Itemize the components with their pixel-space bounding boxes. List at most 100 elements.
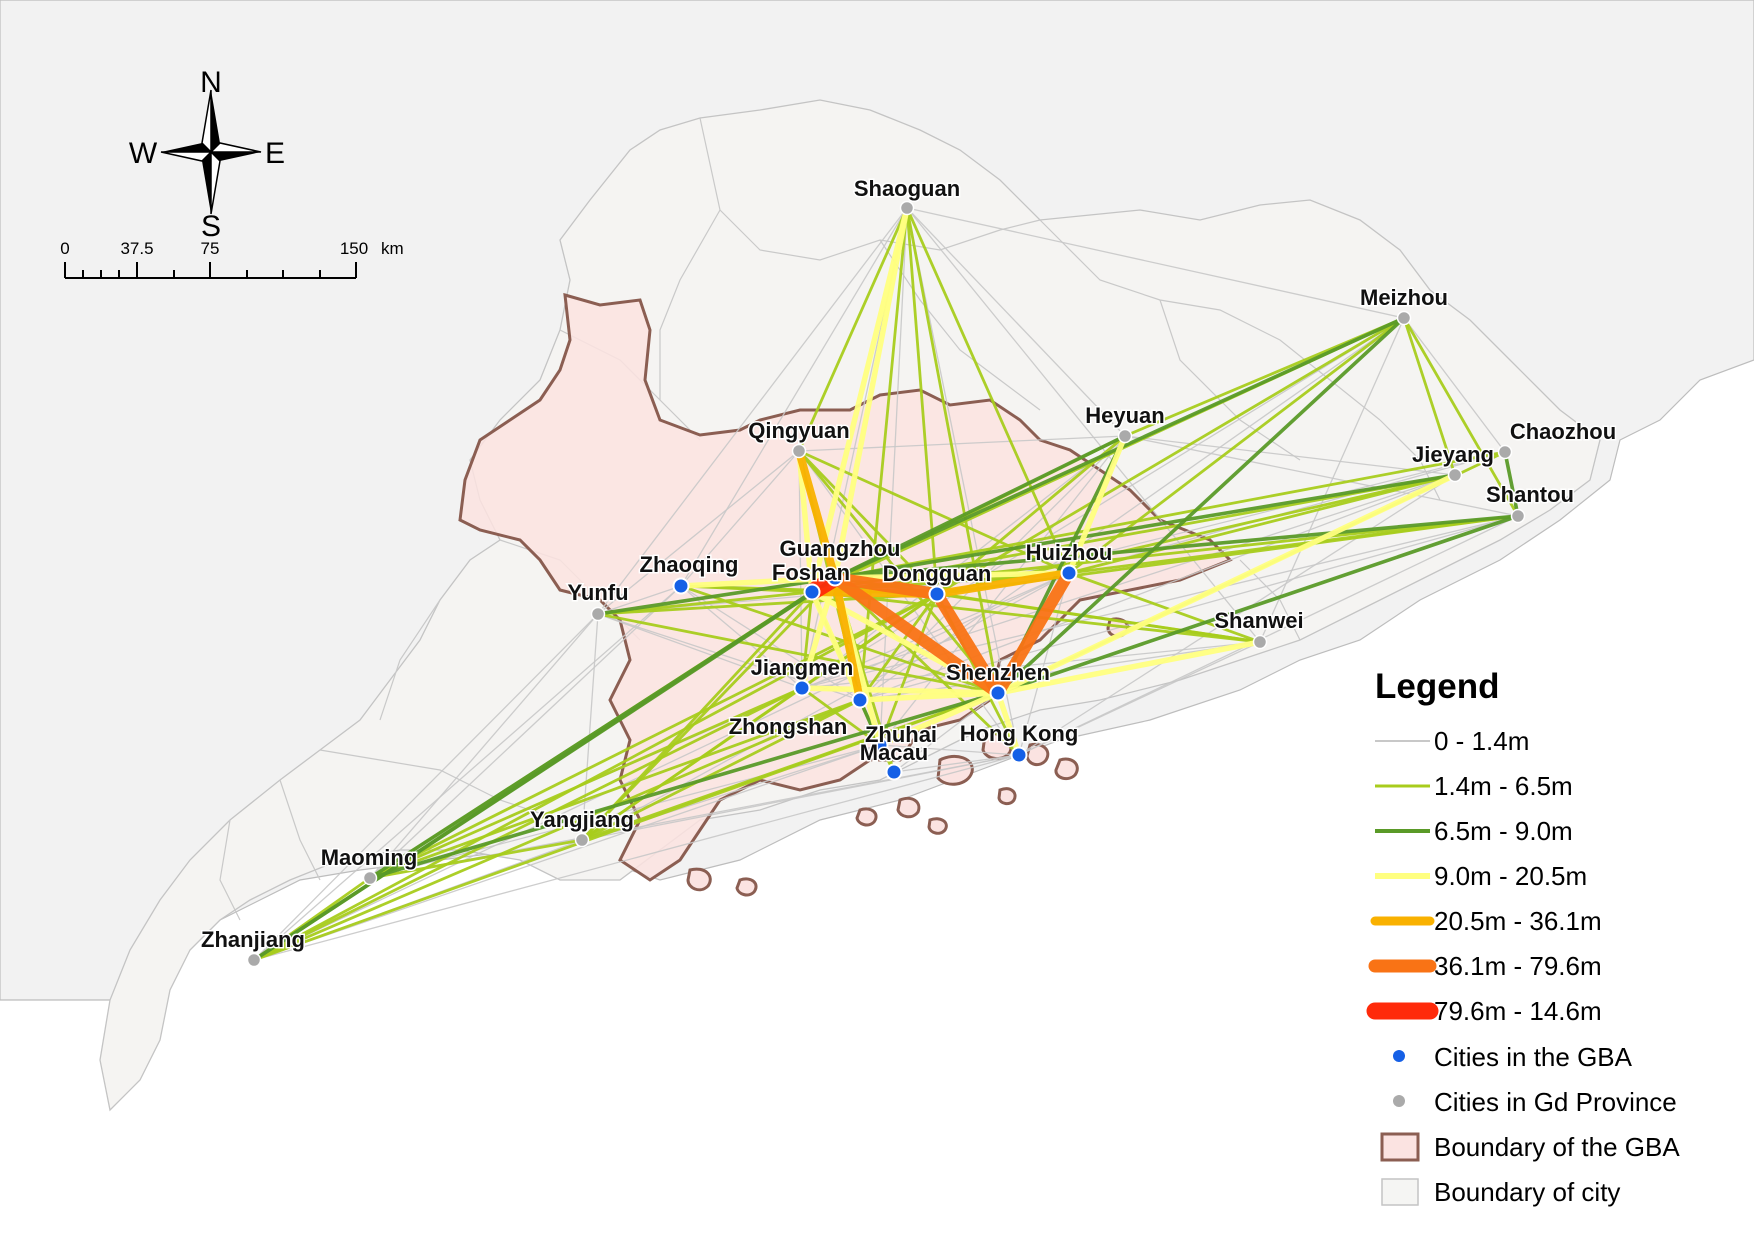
scale-tick-label: 37.5: [120, 239, 153, 258]
city-point-maoming: [362, 870, 378, 886]
city-label-meizhou: Meizhou: [1360, 285, 1448, 310]
city-label-shanwei: Shanwei: [1214, 608, 1303, 633]
compass-label-e: E: [265, 137, 285, 170]
flow-line-heyuan-huizhou: [1066, 433, 1128, 576]
flow-line-hongkong-huizhou: [1018, 572, 1070, 756]
flow-line-jiangmen-foshan: [800, 590, 814, 690]
legend-label-gba-city: Cities in the GBA: [1434, 1042, 1633, 1072]
flow-line-shanwei-shenzhen: [995, 639, 1263, 696]
flow-line-yangjiang-hongkong: [581, 754, 1020, 841]
city-label-qingyuan: Qingyuan: [748, 418, 849, 443]
city-label-shantou: Shantou: [1486, 482, 1574, 507]
flow-line-shaoguan-zhongshan: [858, 206, 909, 702]
scale-bar-line: [64, 262, 357, 279]
legend-label-class-0: 0 - 1.4m: [1434, 726, 1529, 756]
flow-line-heyuan-zhongshan: [859, 435, 1126, 701]
city-label-yunfu: Yunfu: [567, 580, 628, 605]
flow-line-macau-hongkong: [893, 754, 1020, 773]
city-point-macau: [885, 763, 903, 781]
city-point-shantou: [1510, 508, 1526, 524]
city-point-zhaoqing: [672, 577, 690, 595]
flow-line-qingyuan-guangzhou: [795, 447, 839, 582]
city-label-dongguan: Dongguan: [883, 561, 992, 586]
flow-line-qingyuan-jiangmen: [798, 450, 803, 689]
flow-line-huizhou-shenzhen: [992, 567, 1075, 699]
scale-bar: 0 37.5 75 150 km: [60, 239, 404, 279]
flow-line-jieyang-shenzhen: [995, 472, 1458, 696]
city-point-jiangmen: [793, 679, 811, 697]
flow-line-yunfu-dongguan: [596, 592, 939, 616]
scale-tick-label: 150: [340, 239, 368, 258]
flow-line-guangzhou-shenzhen: [829, 572, 1004, 699]
flow-line-yangjiang-zhongshan: [580, 698, 862, 842]
flow-line-maoming-shenzhen: [368, 691, 1000, 880]
city-label-shenzhen: Shenzhen: [946, 660, 1050, 685]
legend-label-gd-city: Cities in Gd Province: [1434, 1087, 1677, 1117]
flow-line-yangjiang-shenzhen: [580, 691, 1000, 842]
flow-line-zhongshan-dongguan: [858, 592, 939, 702]
flow-line-shaoguan-heyuan: [906, 207, 1126, 437]
city-point-chaozhou: [1497, 444, 1513, 460]
flow-line-jieyang-hongkong: [1018, 474, 1456, 756]
flow-line-meizhou-shanwei: [1259, 317, 1405, 643]
scale-unit-label: km: [381, 239, 404, 258]
city-label-macau: Macau: [860, 740, 928, 765]
flow-line-shaoguan-meizhou: [906, 207, 1405, 319]
city-label-zhaoqing: Zhaoqing: [640, 552, 739, 577]
flow-line-meizhou-chaozhou: [1403, 317, 1506, 453]
city-point-foshan: [803, 583, 821, 601]
flow-line-shaoguan-zhaoqing: [680, 207, 908, 587]
flow-line-shenzhen-hongkong: [995, 690, 1022, 758]
north-arrow: N S E W: [129, 66, 285, 243]
flow-line-meizhou-shantou: [1402, 316, 1520, 518]
flow-line-zhanjiang-jiangmen: [252, 686, 804, 962]
flow-line-zhaoqing-maoming: [369, 585, 682, 879]
compass-label-s: S: [201, 210, 221, 243]
city-label-zhuhai: Zhuhai: [865, 722, 937, 747]
compass-west-point: [161, 143, 211, 152]
city-label-jiangmen: Jiangmen: [751, 655, 854, 680]
legend-swatch-gba-city: [1393, 1050, 1405, 1062]
legend-label-class-4: 20.5m - 36.1m: [1434, 906, 1602, 936]
compass-east-point: [211, 152, 261, 161]
city-point-guangzhou: [826, 569, 844, 587]
city-point-shanwei: [1252, 634, 1268, 650]
flow-line-qingyuan-heyuan: [798, 435, 1126, 452]
flow-line-qingyuan-foshan: [796, 448, 815, 595]
flow-line-zhanjiang-zhongshan: [252, 698, 862, 962]
flow-line-shaoguan-huizhou: [905, 206, 1071, 575]
legend-label-class-3: 9.0m - 20.5m: [1434, 861, 1587, 891]
flow-line-foshan-zhongshan: [809, 589, 863, 703]
flow-line-zhanjiang-zhuhai: [253, 744, 881, 961]
legend-label-gba-boundary: Boundary of the GBA: [1434, 1132, 1680, 1162]
flow-line-zhaoqing-zhanjiang: [253, 585, 682, 961]
city-point-jieyang: [1447, 467, 1463, 483]
flow-line-jiangmen-zhuhai: [800, 686, 882, 747]
flow-line-shantou-huizhou: [1067, 514, 1520, 575]
legend-swatch-gd-city: [1393, 1095, 1405, 1107]
compass-label-n: N: [200, 66, 222, 99]
flow-line-dongguan-huizhou: [933, 569, 1073, 598]
flow-line-hongkong-zhuhai: [879, 744, 1020, 756]
flow-line-shanwei-dongguan: [935, 592, 1262, 644]
flow-line-maoming-jiangmen: [368, 686, 804, 880]
flow-line-shaoguan-qingyuan: [797, 206, 909, 453]
flow-line-zhanjiang-dongguan: [252, 592, 939, 962]
flow-line-shanwei-huizhou: [1067, 571, 1262, 644]
flow-line-meizhou-jieyang: [1402, 316, 1457, 477]
flow-line-macau-shenzhen: [893, 692, 999, 773]
legend-label-class-1: 1.4m - 6.5m: [1434, 771, 1573, 801]
flow-line-shanwei-jiangmen: [801, 641, 1261, 689]
city-label-yangjiang: Yangjiang: [530, 807, 634, 832]
scale-tick-label: 0: [60, 239, 69, 258]
legend-title: Legend: [1375, 667, 1499, 706]
flow-line-yunfu-maoming: [369, 613, 599, 879]
city-point-heyuan: [1117, 428, 1133, 444]
flow-line-chaozhou-shantou: [1503, 450, 1520, 518]
city-label-guangzhou: Guangzhou: [780, 536, 901, 561]
city-label-zhongshan: Zhongshan: [729, 714, 848, 739]
city-points-layer: Shaoguan Meizhou Chaozhou Jieyang Shantou Hey…: [200, 175, 1618, 968]
city-point-zhanjiang: [246, 952, 262, 968]
flow-line-zhanjiang-hongkong: [253, 754, 1020, 961]
